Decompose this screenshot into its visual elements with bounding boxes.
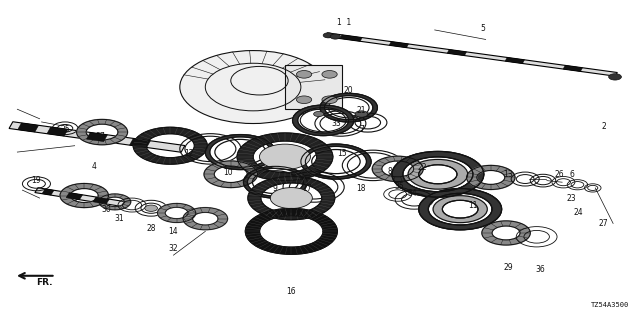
Text: 22: 22 [417, 164, 427, 172]
Text: 29: 29 [503, 263, 513, 272]
Polygon shape [77, 119, 127, 145]
Polygon shape [204, 161, 257, 188]
Polygon shape [157, 204, 196, 222]
Text: 37: 37 [95, 132, 105, 141]
Circle shape [145, 205, 157, 212]
Text: 19: 19 [31, 176, 41, 185]
Text: 10: 10 [223, 168, 232, 177]
Polygon shape [9, 122, 185, 152]
Polygon shape [505, 58, 525, 63]
Text: 13: 13 [503, 170, 513, 179]
Text: 15: 15 [337, 149, 347, 158]
Text: 28: 28 [147, 224, 156, 233]
Text: 26: 26 [554, 170, 564, 179]
Circle shape [609, 74, 621, 80]
Polygon shape [447, 50, 467, 56]
Text: 14: 14 [168, 227, 179, 236]
Text: 31: 31 [115, 214, 124, 223]
Text: 6: 6 [569, 170, 574, 179]
Polygon shape [372, 156, 423, 181]
Text: 1  1: 1 1 [337, 18, 351, 27]
Polygon shape [285, 65, 342, 109]
Text: 4: 4 [92, 162, 96, 171]
Text: 24: 24 [573, 208, 583, 217]
Polygon shape [237, 133, 333, 180]
Text: 8: 8 [388, 167, 392, 176]
Polygon shape [246, 209, 337, 254]
Text: 7: 7 [359, 125, 364, 134]
Circle shape [322, 96, 337, 104]
Circle shape [314, 111, 324, 116]
Text: 11: 11 [468, 202, 477, 211]
Text: 2: 2 [601, 122, 606, 131]
Polygon shape [133, 127, 207, 164]
Circle shape [296, 96, 312, 104]
Polygon shape [389, 42, 408, 48]
Text: 5: 5 [480, 24, 485, 33]
Text: 9: 9 [273, 184, 278, 193]
Circle shape [355, 111, 368, 117]
Circle shape [270, 188, 312, 209]
Circle shape [330, 34, 340, 39]
Text: 3: 3 [72, 194, 77, 203]
Polygon shape [86, 132, 108, 141]
Text: 33: 33 [331, 119, 341, 128]
Polygon shape [42, 189, 54, 195]
Polygon shape [467, 165, 515, 189]
Text: 25: 25 [60, 125, 70, 134]
Text: 23: 23 [567, 194, 577, 203]
Polygon shape [419, 188, 502, 230]
Circle shape [323, 33, 333, 38]
Polygon shape [482, 221, 531, 245]
Text: 30: 30 [102, 205, 111, 214]
Text: 21: 21 [356, 106, 366, 115]
Text: 35: 35 [395, 182, 404, 191]
Circle shape [296, 70, 312, 78]
Text: 17: 17 [303, 184, 312, 193]
Polygon shape [244, 166, 307, 198]
Polygon shape [248, 177, 335, 220]
Polygon shape [325, 33, 618, 76]
Polygon shape [93, 197, 109, 204]
Polygon shape [99, 194, 131, 210]
Polygon shape [205, 135, 275, 170]
Polygon shape [60, 183, 108, 208]
Circle shape [322, 70, 337, 78]
Polygon shape [320, 93, 378, 122]
Text: 12: 12 [184, 149, 194, 158]
Text: 34: 34 [408, 189, 417, 198]
Text: 36: 36 [535, 265, 545, 274]
Polygon shape [392, 151, 484, 197]
Polygon shape [129, 138, 150, 148]
Text: 27: 27 [599, 219, 609, 228]
Polygon shape [433, 196, 487, 223]
Circle shape [180, 51, 326, 124]
Polygon shape [408, 159, 468, 189]
Polygon shape [66, 193, 83, 200]
Polygon shape [47, 127, 68, 136]
Polygon shape [340, 35, 362, 41]
Text: 32: 32 [168, 244, 179, 253]
Text: FR.: FR. [36, 278, 53, 287]
Text: 18: 18 [356, 184, 366, 193]
Polygon shape [301, 144, 371, 179]
Text: TZ54A3500: TZ54A3500 [591, 301, 629, 308]
Polygon shape [35, 188, 127, 207]
Polygon shape [292, 105, 354, 136]
Polygon shape [18, 123, 38, 132]
Polygon shape [563, 65, 582, 71]
Text: 16: 16 [287, 287, 296, 296]
Circle shape [259, 144, 310, 170]
Text: 20: 20 [344, 86, 353, 95]
Polygon shape [183, 208, 228, 230]
